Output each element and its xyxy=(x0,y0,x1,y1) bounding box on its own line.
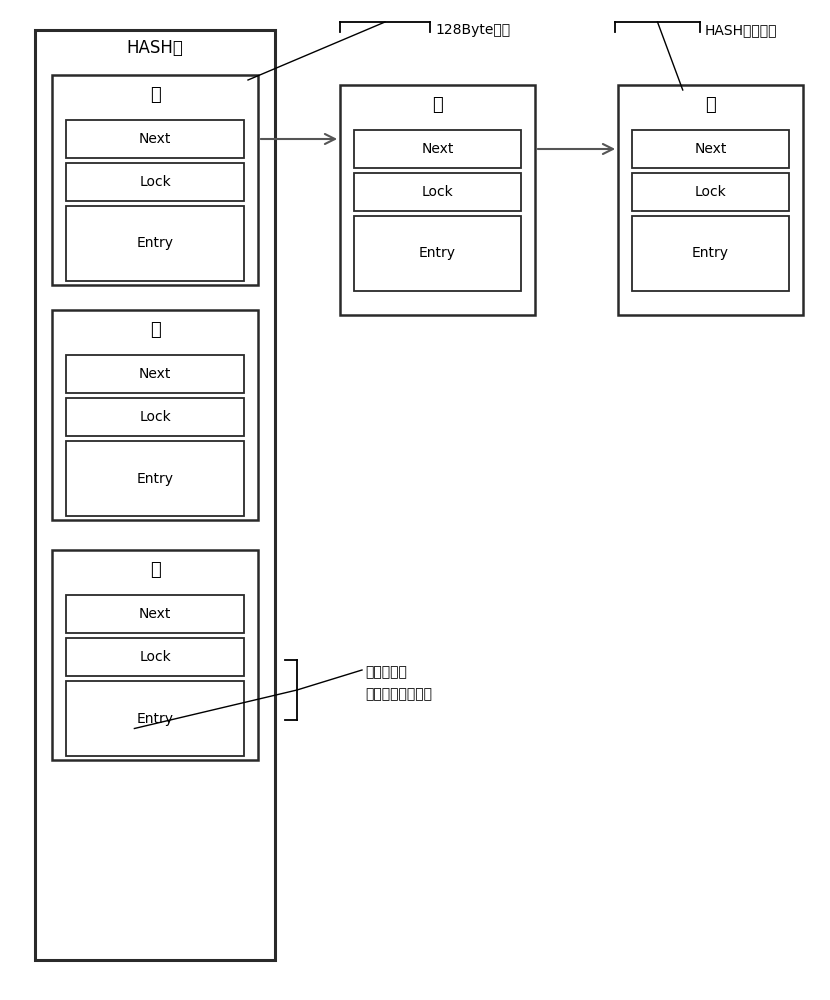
Text: 桶: 桶 xyxy=(149,86,160,104)
Text: Entry: Entry xyxy=(136,472,173,486)
Bar xyxy=(52,310,258,520)
Bar xyxy=(354,216,521,291)
Text: HASH表: HASH表 xyxy=(126,39,183,57)
Text: 桶: 桶 xyxy=(149,561,160,579)
Bar xyxy=(66,398,244,436)
Bar xyxy=(354,130,521,168)
Text: Lock: Lock xyxy=(139,650,171,664)
Bar xyxy=(340,85,535,315)
Text: Entry: Entry xyxy=(136,236,173,250)
Text: Next: Next xyxy=(139,367,171,381)
Bar xyxy=(66,681,244,756)
Bar xyxy=(66,355,244,393)
Text: Entry: Entry xyxy=(419,246,456,260)
Bar xyxy=(66,163,244,201)
Text: Entry: Entry xyxy=(692,246,729,260)
Text: Lock: Lock xyxy=(422,185,453,199)
Bar xyxy=(618,85,803,315)
Bar xyxy=(632,130,789,168)
Text: 桶: 桶 xyxy=(706,96,715,114)
Text: Entry: Entry xyxy=(136,712,173,726)
Bar xyxy=(632,173,789,211)
Text: Next: Next xyxy=(695,142,727,156)
Bar xyxy=(52,550,258,760)
Bar xyxy=(632,216,789,291)
Text: 128Byte对齐: 128Byte对齐 xyxy=(435,23,510,37)
Bar xyxy=(66,120,244,158)
Text: 桶: 桶 xyxy=(149,321,160,339)
Text: Next: Next xyxy=(422,142,454,156)
Text: 具体的数据结构体: 具体的数据结构体 xyxy=(365,687,432,701)
Text: 对应每条流: 对应每条流 xyxy=(365,665,407,679)
Bar xyxy=(66,595,244,633)
Bar xyxy=(52,75,258,285)
Bar xyxy=(66,206,244,281)
Text: 桶: 桶 xyxy=(432,96,443,114)
Bar xyxy=(354,173,521,211)
Text: Next: Next xyxy=(139,607,171,621)
Text: HASH冲突挂链: HASH冲突挂链 xyxy=(705,23,778,37)
Bar xyxy=(66,638,244,676)
Text: Next: Next xyxy=(139,132,171,146)
Text: Lock: Lock xyxy=(139,175,171,189)
Text: Lock: Lock xyxy=(695,185,726,199)
Bar xyxy=(35,30,275,960)
Text: Lock: Lock xyxy=(139,410,171,424)
Bar xyxy=(66,441,244,516)
